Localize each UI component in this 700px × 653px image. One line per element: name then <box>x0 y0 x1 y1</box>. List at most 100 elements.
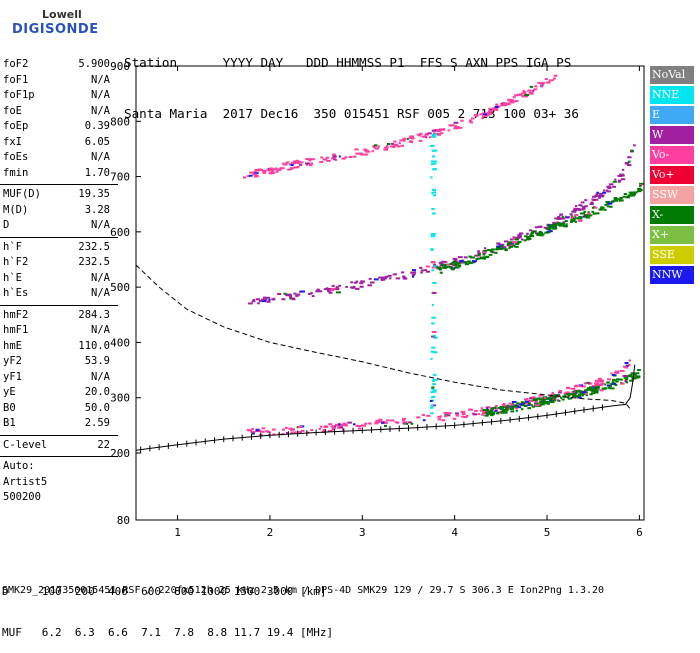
trace-point <box>620 178 626 181</box>
trace-point <box>570 387 576 390</box>
trace-point <box>354 148 359 151</box>
param-value: N/A <box>91 151 110 163</box>
trace-point <box>293 431 297 434</box>
trace-point <box>265 296 271 299</box>
trace-point <box>534 85 538 88</box>
trace-point <box>509 244 514 247</box>
trace-point <box>279 167 285 170</box>
trace-point <box>578 208 584 211</box>
param-value: 5.900 <box>78 58 110 70</box>
trace-point <box>431 192 434 195</box>
trace-point <box>486 407 489 410</box>
trace-point <box>430 176 433 179</box>
trace-point <box>296 293 301 296</box>
trace-point <box>402 275 406 278</box>
trace-point <box>615 380 619 383</box>
trace-point <box>619 197 623 200</box>
param-separator <box>0 184 118 185</box>
trace-point <box>446 263 450 266</box>
trace-point <box>592 195 597 198</box>
trace-point <box>596 194 601 197</box>
trace-point <box>455 414 460 417</box>
param-separator <box>0 236 118 238</box>
trace-point <box>401 419 405 422</box>
trace-point <box>550 393 555 396</box>
trace-point <box>551 399 555 402</box>
trace-point <box>564 219 568 222</box>
trace-point <box>551 392 554 395</box>
trace-point <box>409 140 413 143</box>
trace-point <box>598 378 603 381</box>
trace-point <box>320 156 324 159</box>
trace-point <box>290 164 294 167</box>
trace-point <box>263 298 268 301</box>
trace-point <box>590 389 594 392</box>
trace-point <box>402 417 407 420</box>
trace-point <box>529 397 533 400</box>
trace-point <box>381 421 385 424</box>
trace-point <box>546 397 552 400</box>
trace-point <box>253 175 257 178</box>
trace-point <box>344 424 349 427</box>
trace-point <box>547 231 551 234</box>
trace-point <box>619 378 623 381</box>
trace-point <box>432 212 436 215</box>
trace-point <box>482 408 486 411</box>
param-name: hmF1 <box>3 324 29 336</box>
trace-point <box>527 89 532 92</box>
trace-point <box>306 158 312 161</box>
trace-point <box>409 136 414 139</box>
trace-point <box>258 299 262 302</box>
trace-point <box>523 239 527 242</box>
trace-point <box>364 149 369 152</box>
legend-item-noval: NoVal <box>650 66 694 84</box>
trace-point <box>440 132 444 135</box>
trace-point <box>514 407 519 410</box>
trace-point <box>503 104 508 107</box>
trace-point <box>632 376 637 379</box>
trace-point <box>546 81 551 84</box>
x-tick-label: 4 <box>451 526 458 539</box>
trace-point <box>576 208 581 211</box>
trace-point <box>295 159 299 162</box>
trace-point <box>504 248 508 251</box>
trace-point <box>526 236 530 239</box>
trace-point <box>257 302 260 305</box>
trace-point <box>252 173 257 176</box>
trace-point <box>465 414 469 417</box>
trace-point <box>325 156 330 159</box>
trace-point <box>614 178 617 181</box>
trace-point <box>534 404 540 407</box>
param-value: N/A <box>91 219 110 231</box>
param-value: 2.59 <box>84 417 110 429</box>
trace-point <box>410 422 414 425</box>
trace-point <box>563 392 567 395</box>
trace-point <box>494 106 499 109</box>
trace-point <box>402 422 406 425</box>
trace-point <box>591 210 595 213</box>
trace-point <box>430 391 434 394</box>
trace-point <box>416 416 421 419</box>
trace-point <box>592 212 596 215</box>
trace-point <box>625 381 629 384</box>
trace-point <box>574 204 578 207</box>
param-value: 50.0 <box>84 401 110 414</box>
trace-point <box>612 200 615 203</box>
trace-point <box>571 395 576 398</box>
trace-point <box>629 379 634 382</box>
trace-point <box>594 379 598 382</box>
trace-point <box>268 172 273 175</box>
trace-point <box>565 223 568 226</box>
trace-point <box>480 257 485 260</box>
param-row: yE 20.0 <box>0 386 118 401</box>
trace-point <box>527 404 531 407</box>
trace-point <box>382 277 385 280</box>
trace-point <box>342 428 345 431</box>
trace-point <box>584 392 588 395</box>
trace-point <box>494 407 499 410</box>
trace-point <box>338 425 343 428</box>
x-tick-label: 1 <box>174 526 181 539</box>
trace-point <box>432 351 438 354</box>
trace-point <box>613 198 619 201</box>
trace-point <box>380 276 385 279</box>
